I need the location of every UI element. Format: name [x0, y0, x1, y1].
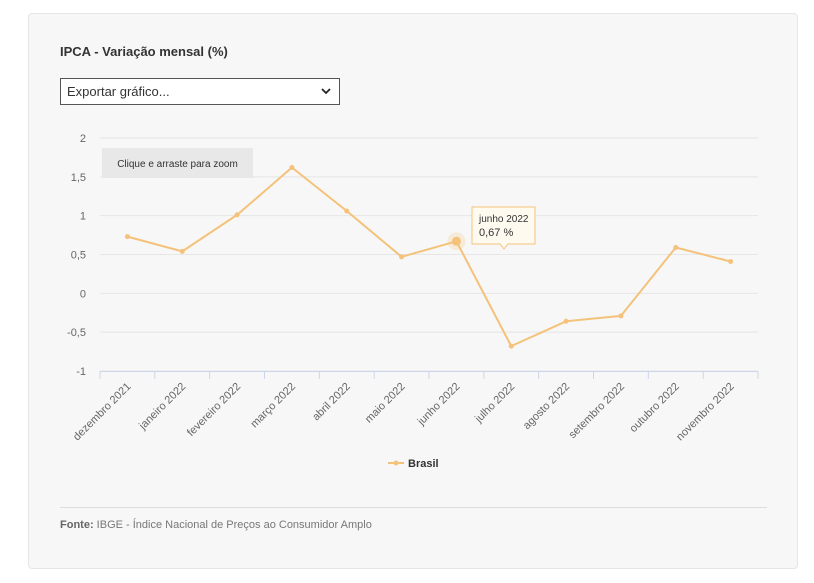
- data-point[interactable]: [124, 234, 130, 240]
- y-tick-label: 2: [80, 133, 86, 145]
- y-tick-label: -0,5: [67, 327, 86, 339]
- legend-marker: [393, 460, 399, 466]
- export-select-value: Exportar gráfico...: [67, 84, 170, 99]
- export-select[interactable]: Exportar gráfico...: [60, 78, 340, 105]
- x-tick-label: maio 2022: [363, 381, 408, 426]
- zoom-hint-text: Clique e arraste para zoom: [117, 159, 238, 170]
- legend-item-brasil[interactable]: Brasil: [408, 458, 439, 470]
- data-point[interactable]: [508, 343, 514, 349]
- chart-title: IPCA - Variação mensal (%): [60, 44, 228, 59]
- data-point[interactable]: [344, 208, 350, 214]
- data-point[interactable]: [451, 236, 461, 246]
- x-tick-label: dezembro 2021: [71, 381, 134, 444]
- chart-card: [28, 13, 798, 569]
- source-text: IBGE - Índice Nacional de Preços ao Cons…: [96, 519, 372, 531]
- data-point[interactable]: [618, 313, 624, 319]
- data-point[interactable]: [673, 245, 679, 251]
- data-point[interactable]: [234, 212, 240, 218]
- x-tick-label: março 2022: [248, 381, 298, 431]
- divider: [60, 507, 767, 508]
- x-tick-label: junho 2022: [415, 381, 463, 429]
- y-tick-label: -1: [76, 366, 86, 378]
- x-tick-label: setembro 2022: [567, 381, 627, 441]
- source-note: Fonte: IBGE - Índice Nacional de Preços …: [60, 519, 372, 531]
- tooltip-value: 0,67 %: [479, 227, 513, 239]
- data-point[interactable]: [728, 258, 734, 264]
- data-point[interactable]: [179, 248, 185, 254]
- tooltip-title: junho 2022: [478, 214, 529, 225]
- y-tick-label: 0,5: [71, 250, 86, 262]
- x-tick-label: outubro 2022: [628, 381, 682, 435]
- series-line-brasil: [127, 166, 731, 348]
- chevron-down-icon: [321, 88, 331, 95]
- zoom-hint-box: [102, 148, 253, 178]
- x-tick-label: abril 2022: [310, 381, 353, 424]
- x-tick-label: fevereiro 2022: [185, 381, 243, 439]
- data-point[interactable]: [399, 254, 405, 260]
- source-label: Fonte:: [60, 519, 94, 531]
- x-tick-label: julho 2022: [472, 381, 517, 426]
- x-tick-label: janeiro 2022: [136, 381, 188, 433]
- y-tick-label: 1: [80, 211, 86, 223]
- data-point[interactable]: [563, 318, 569, 324]
- x-tick-label: agosto 2022: [521, 381, 572, 432]
- data-point[interactable]: [289, 165, 295, 171]
- x-tick-label: novembro 2022: [674, 381, 737, 444]
- tooltip-box: [471, 206, 536, 250]
- y-tick-label: 0: [80, 288, 86, 300]
- y-tick-label: 1,5: [71, 172, 86, 184]
